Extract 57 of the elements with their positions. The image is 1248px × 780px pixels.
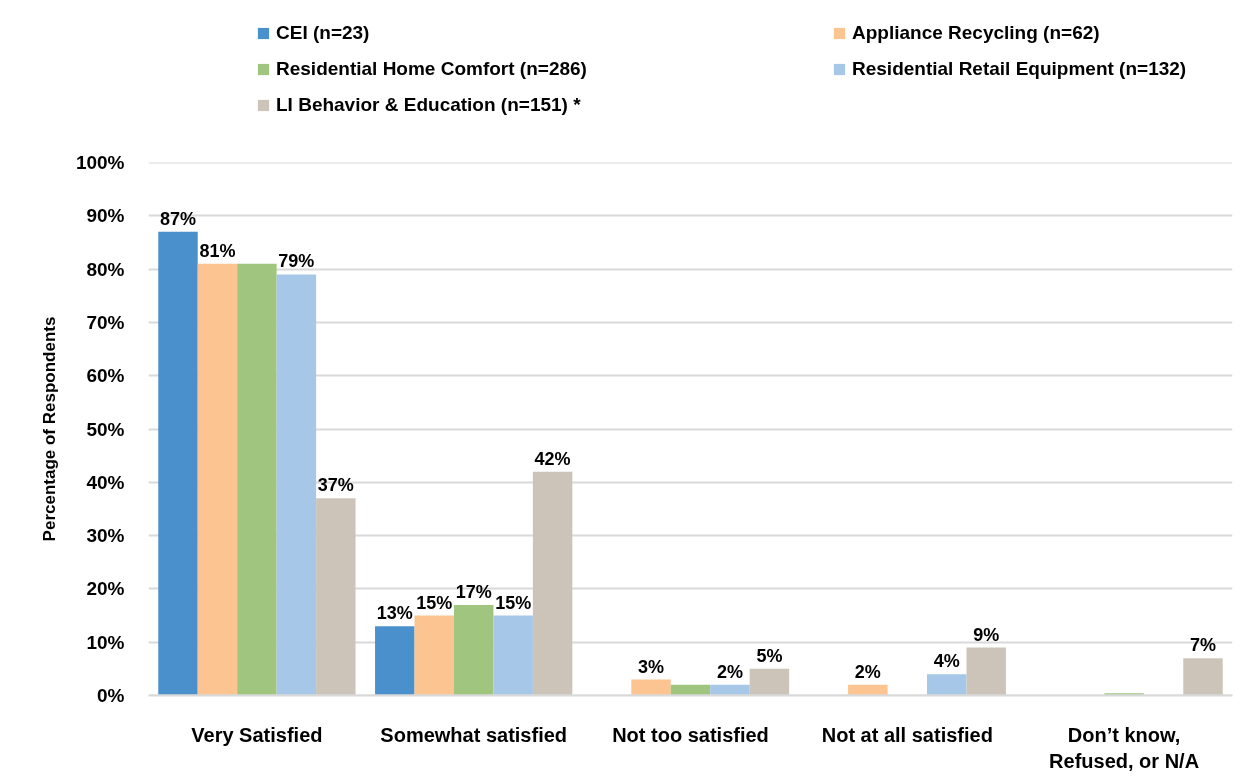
- y-tick-label: 80%: [86, 258, 125, 280]
- bar: [1104, 693, 1144, 696]
- data-label: 7%: [1190, 635, 1217, 656]
- data-label: 15%: [495, 592, 532, 613]
- bar: [375, 626, 415, 696]
- bar: [158, 231, 198, 696]
- bar: [414, 615, 454, 696]
- bar: [532, 471, 573, 696]
- data-label: 3%: [638, 656, 665, 677]
- y-tick-label: 10%: [86, 631, 125, 653]
- x-tick-label: Very Satisfied: [191, 723, 323, 746]
- bar: [927, 674, 967, 696]
- data-label: 37%: [317, 475, 354, 496]
- bar: [493, 615, 533, 696]
- data-label: 42%: [534, 448, 571, 469]
- bar: [276, 274, 317, 696]
- x-tick-label: Not at all satisfied: [821, 723, 993, 746]
- x-tick-label: Not too satisfied: [612, 723, 769, 746]
- bar: [670, 684, 711, 696]
- bar: [749, 668, 790, 696]
- data-label: 15%: [416, 592, 453, 613]
- bar: [848, 684, 888, 696]
- y-tick-label: 40%: [86, 471, 125, 493]
- legend-label: Residential Home Comfort (n=286): [276, 58, 588, 80]
- data-label: 81%: [199, 240, 236, 261]
- data-label: 2%: [854, 661, 881, 682]
- data-label: 87%: [159, 208, 196, 229]
- y-tick-label: 90%: [86, 205, 125, 227]
- y-tick-label: 60%: [86, 365, 125, 387]
- data-label: 2%: [716, 661, 743, 682]
- y-tick-label: 50%: [86, 418, 125, 440]
- y-tick-label: 30%: [86, 525, 125, 547]
- bar: [631, 679, 671, 696]
- data-label: 5%: [756, 645, 783, 666]
- legend-label: CEI (n=23): [276, 22, 371, 44]
- y-tick-label: 20%: [86, 578, 125, 600]
- bar: [710, 684, 750, 696]
- data-label: 4%: [933, 651, 960, 672]
- legend-label: Residential Retail Equipment (n=132): [852, 58, 1188, 80]
- data-label: 9%: [973, 624, 1000, 645]
- legend-label: LI Behavior & Education (n=151) *: [276, 94, 582, 116]
- y-axis-title: Percentage of Respondents: [39, 316, 59, 542]
- bar: [966, 647, 1006, 696]
- bar: [453, 604, 494, 696]
- legend-label: Appliance Recycling (n=62): [852, 22, 1101, 44]
- y-tick-label: 100%: [75, 152, 125, 173]
- data-label: 79%: [278, 251, 315, 272]
- x-tick-label: Don’t know, Refused, or N/A: [1049, 723, 1200, 772]
- x-tick-label: Somewhat satisfied: [380, 723, 568, 746]
- bar: [197, 263, 238, 696]
- data-label: 13%: [376, 603, 413, 624]
- bar: [316, 498, 356, 696]
- bar: [237, 263, 277, 696]
- y-tick-label: 70%: [86, 311, 125, 333]
- y-tick-label: 0%: [97, 685, 125, 706]
- data-label: 17%: [455, 581, 492, 602]
- bar: [1183, 658, 1223, 696]
